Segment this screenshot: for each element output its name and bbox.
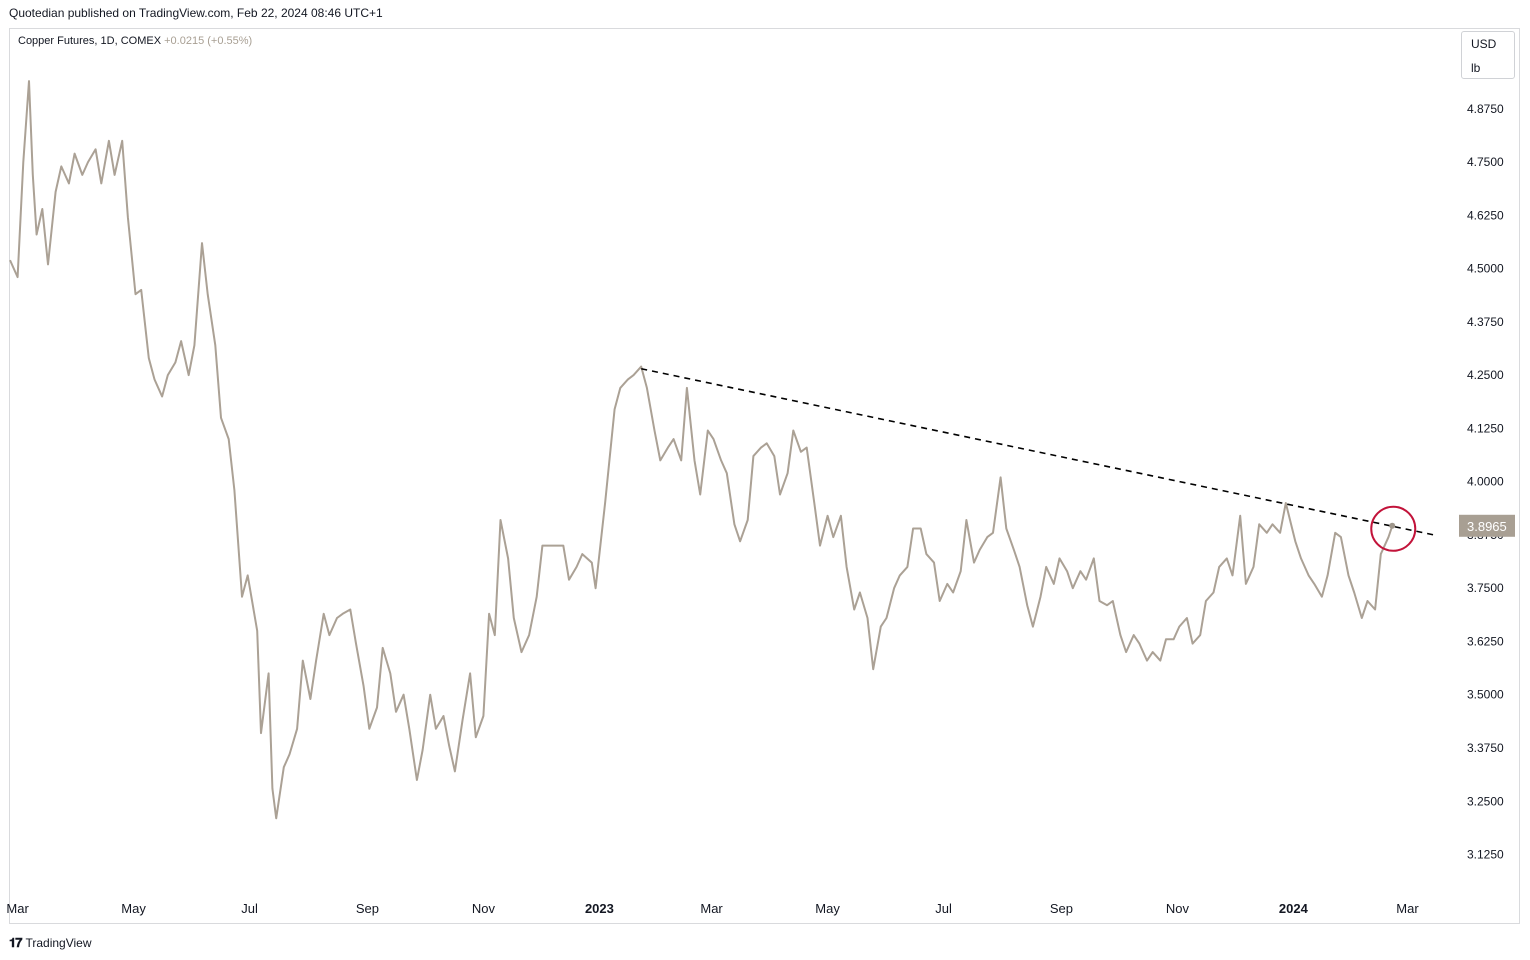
y-tick-label: 4.0000 (1467, 475, 1504, 489)
y-tick-label: 3.6250 (1467, 634, 1504, 648)
x-tick-label: Nov (1166, 901, 1190, 916)
last-value-label: 3.8965 (1467, 519, 1507, 534)
publisher-caption: Quotedian published on TradingView.com, … (9, 6, 383, 20)
x-tick-label: 2023 (585, 901, 614, 916)
y-tick-label: 4.6250 (1467, 208, 1504, 222)
symbol-name: Copper Futures, 1D, COMEX (18, 35, 162, 47)
y-tick-label: 3.2500 (1467, 794, 1504, 808)
y-tick-label: 4.8750 (1467, 102, 1504, 116)
x-tick-label: May (121, 901, 146, 916)
x-tick-label: Mar (1396, 901, 1419, 916)
x-tick-label: Sep (1050, 901, 1073, 916)
last-price-dot (1389, 522, 1396, 529)
x-tick-label: Mar (6, 901, 29, 916)
y-tick-label: 4.7500 (1467, 155, 1504, 169)
x-tick-label: Sep (356, 901, 379, 916)
y-tick-label: 3.3750 (1467, 741, 1504, 755)
y-tick-label: 3.1250 (1467, 848, 1504, 862)
unit-label: lb (1471, 61, 1481, 75)
x-tick-label: Nov (472, 901, 496, 916)
x-tick-label: Jul (241, 901, 258, 916)
tradingview-brand: TradingView (25, 936, 92, 950)
tradingview-logo[interactable]: 𝟏𝟕 TradingView (9, 935, 92, 951)
currency-unit-selector[interactable]: USD lb (1461, 31, 1515, 79)
price-line (9, 80, 1394, 820)
y-tick-label: 4.1250 (1467, 421, 1504, 435)
y-tick-label: 4.5000 (1467, 262, 1504, 276)
chart-frame (9, 28, 1520, 924)
x-tick-label: May (815, 901, 840, 916)
currency-label: USD (1471, 37, 1497, 51)
x-tick-label: 2024 (1279, 901, 1309, 916)
x-tick-label: Jul (935, 901, 952, 916)
y-tick-label: 3.7500 (1467, 581, 1504, 595)
tradingview-logo-icon: 𝟏𝟕 (9, 935, 23, 950)
symbol-legend: Copper Futures, 1D, COMEX +0.0215 (+0.55… (18, 35, 252, 47)
highlight-circle (1370, 505, 1417, 552)
y-tick-label: 3.5000 (1467, 688, 1504, 702)
y-tick-label: 4.3750 (1467, 315, 1504, 329)
x-tick-label: Mar (700, 901, 723, 916)
last-value-tag (1459, 514, 1515, 537)
price-change: +0.0215 (+0.55%) (164, 35, 253, 47)
resistance-trendline (641, 367, 1437, 537)
y-tick-label: 4.2500 (1467, 368, 1504, 382)
